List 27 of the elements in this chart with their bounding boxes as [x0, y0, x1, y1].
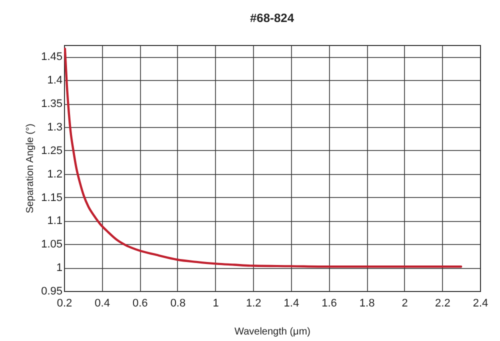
y-axis-title: Separation Angle (°) — [25, 124, 36, 214]
line-series — [64, 48, 462, 268]
y-tick-label: 1.4 — [47, 74, 62, 87]
y-tick-label: 0.95 — [41, 286, 62, 298]
x-tick-label: 2 — [402, 298, 408, 310]
y-tick-label: 1.1 — [47, 215, 62, 228]
x-tick-label: 2.4 — [472, 298, 488, 310]
x-tick-label: 2.2 — [435, 298, 450, 310]
x-tick-label: 1.8 — [359, 298, 375, 310]
x-tick-label: 0.6 — [132, 298, 148, 310]
y-tick-label: 1.25 — [41, 144, 62, 157]
y-tick-label: 1.45 — [41, 51, 62, 64]
y-tick-label: 1 — [56, 262, 62, 274]
y-tick-label: 1.35 — [41, 98, 62, 110]
chart-title: #68-824 — [250, 11, 294, 25]
x-tick-label: 0.2 — [56, 298, 72, 310]
y-tick-label: 1.2 — [47, 168, 62, 180]
x-tick-label: 1.6 — [322, 298, 337, 310]
x-tick-label: 1 — [212, 298, 219, 310]
x-tick-label: 0.8 — [170, 298, 186, 310]
y-tick-label: 1.15 — [41, 192, 62, 204]
x-tick-label: 0.4 — [94, 298, 110, 310]
x-axis-title: Wavelength (μm) — [234, 326, 310, 338]
x-tick-label: 1.4 — [284, 298, 300, 310]
x-tick-label: 1.2 — [246, 298, 262, 310]
y-tick-label: 1.05 — [41, 238, 62, 251]
y-tick-label: 1.3 — [47, 122, 62, 134]
